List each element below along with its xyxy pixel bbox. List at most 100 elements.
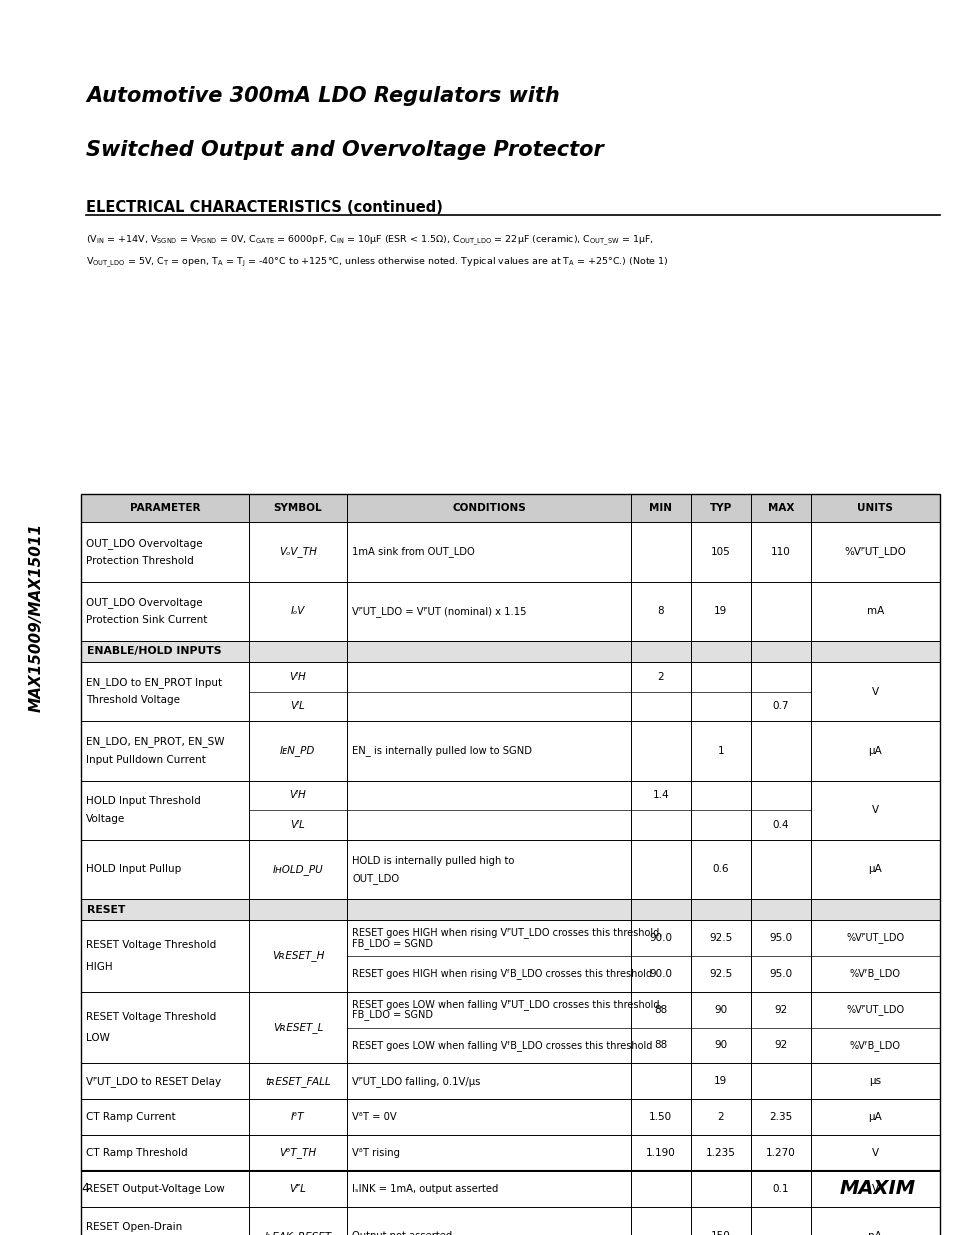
Text: Protection Threshold: Protection Threshold: [86, 556, 193, 566]
Text: 105: 105: [710, 547, 730, 557]
Text: LOW: LOW: [86, 1034, 110, 1044]
Text: VᴾUT_LDO to RESET Delay: VᴾUT_LDO to RESET Delay: [86, 1076, 221, 1087]
Text: 1: 1: [717, 746, 723, 756]
Text: EN_LDO, EN_PROT, EN_SW: EN_LDO, EN_PROT, EN_SW: [86, 736, 224, 747]
Text: VᴵL: VᴵL: [291, 820, 305, 830]
Text: HIGH: HIGH: [86, 962, 112, 972]
Text: 2.35: 2.35: [768, 1112, 792, 1123]
Text: V: V: [871, 1183, 878, 1194]
Text: OUT_LDO: OUT_LDO: [352, 873, 398, 884]
Text: RESET goes HIGH when rising VᴾUT_LDO crosses this threshold,: RESET goes HIGH when rising VᴾUT_LDO cro…: [352, 927, 661, 939]
Text: MAX: MAX: [767, 503, 793, 514]
Text: VᴾL: VᴾL: [289, 1183, 306, 1194]
Text: mA: mA: [865, 606, 883, 616]
Text: RESET Voltage Threshold: RESET Voltage Threshold: [86, 940, 216, 950]
Text: RESET Open-Drain: RESET Open-Drain: [86, 1223, 182, 1233]
Text: %VᴾUT_LDO: %VᴾUT_LDO: [843, 547, 905, 557]
Text: nA: nA: [867, 1231, 882, 1235]
Text: 92.5: 92.5: [708, 932, 732, 944]
Text: 0.6: 0.6: [712, 864, 728, 874]
Text: 92: 92: [774, 1040, 786, 1051]
Text: ELECTRICAL CHARACTERISTICS (continued): ELECTRICAL CHARACTERISTICS (continued): [86, 200, 442, 215]
Text: RESET Voltage Threshold: RESET Voltage Threshold: [86, 1011, 216, 1021]
Text: 0.4: 0.4: [772, 820, 788, 830]
Text: Voltage: Voltage: [86, 814, 125, 824]
Text: VᴵH: VᴵH: [289, 672, 306, 682]
Text: FB_LDO = SGND: FB_LDO = SGND: [352, 937, 433, 948]
Text: 1.270: 1.270: [765, 1147, 795, 1158]
Text: Protection Sink Current: Protection Sink Current: [86, 615, 207, 625]
Text: VᴾUT_LDO falling, 0.1V/μs: VᴾUT_LDO falling, 0.1V/μs: [352, 1076, 480, 1087]
Text: CT Ramp Current: CT Ramp Current: [86, 1112, 175, 1123]
Text: VᶞT_TH: VᶞT_TH: [279, 1147, 316, 1158]
Text: 150: 150: [710, 1231, 730, 1235]
Text: 1.50: 1.50: [648, 1112, 672, 1123]
Text: %VᴾUT_LDO: %VᴾUT_LDO: [845, 1004, 903, 1015]
Bar: [81, 494, 939, 522]
Text: 0.7: 0.7: [772, 701, 788, 711]
Text: VʀESET_H: VʀESET_H: [272, 951, 324, 961]
Text: IʟEAK_RESET: IʟEAK_RESET: [264, 1231, 331, 1235]
Bar: [81, 899, 939, 920]
Text: 95.0: 95.0: [768, 968, 792, 979]
Text: μA: μA: [867, 864, 882, 874]
Text: 90.0: 90.0: [648, 968, 672, 979]
Text: 90.0: 90.0: [648, 932, 672, 944]
Bar: [81, 494, 939, 1235]
Text: MIN: MIN: [648, 503, 672, 514]
Text: 8: 8: [657, 606, 663, 616]
Text: Automotive 300mA LDO Regulators with: Automotive 300mA LDO Regulators with: [86, 86, 559, 106]
Text: tʀESET_FALL: tʀESET_FALL: [265, 1076, 331, 1087]
Text: EN_LDO to EN_PROT Input: EN_LDO to EN_PROT Input: [86, 677, 222, 688]
Text: 110: 110: [770, 547, 790, 557]
Text: UNITS: UNITS: [857, 503, 892, 514]
Text: 88: 88: [654, 1040, 666, 1051]
Text: RESET goes LOW when falling VᴾUT_LDO crosses this threshold,: RESET goes LOW when falling VᴾUT_LDO cro…: [352, 999, 662, 1010]
Text: V$_\mathregular{OUT\_LDO}$ = 5V, C$_\mathregular{T}$ = open, T$_\mathregular{A}$: V$_\mathregular{OUT\_LDO}$ = 5V, C$_\mat…: [86, 256, 668, 270]
Text: VᶞT = 0V: VᶞT = 0V: [352, 1112, 396, 1123]
Text: HOLD Input Pullup: HOLD Input Pullup: [86, 864, 181, 874]
Text: IₒV: IₒV: [291, 606, 305, 616]
Text: PARAMETER: PARAMETER: [130, 503, 200, 514]
Text: VᴵL: VᴵL: [291, 701, 305, 711]
Text: HOLD Input Threshold: HOLD Input Threshold: [86, 797, 200, 806]
Text: μs: μs: [868, 1076, 881, 1087]
Text: Threshold Voltage: Threshold Voltage: [86, 695, 180, 705]
Text: 1.4: 1.4: [652, 790, 668, 800]
Text: μA: μA: [867, 746, 882, 756]
Bar: [81, 641, 939, 662]
Bar: [81, 494, 939, 1235]
Text: IᴇN_PD: IᴇN_PD: [280, 746, 315, 756]
Text: TYP: TYP: [709, 503, 731, 514]
Text: RESET: RESET: [87, 904, 125, 915]
Text: VʀESET_L: VʀESET_L: [273, 1023, 323, 1032]
Text: 1mA sink from OUT_LDO: 1mA sink from OUT_LDO: [352, 547, 475, 557]
Text: HOLD is internally pulled high to: HOLD is internally pulled high to: [352, 856, 514, 866]
Text: 1.235: 1.235: [705, 1147, 735, 1158]
Text: 2: 2: [657, 672, 663, 682]
Text: Switched Output and Overvoltage Protector: Switched Output and Overvoltage Protecto…: [86, 140, 603, 159]
Text: RESET Output-Voltage Low: RESET Output-Voltage Low: [86, 1183, 224, 1194]
Text: EN_ is internally pulled low to SGND: EN_ is internally pulled low to SGND: [352, 746, 532, 756]
Text: MAX15009/MAX15011: MAX15009/MAX15011: [29, 522, 44, 713]
Text: 19: 19: [714, 606, 726, 616]
Text: %VᶠB_LDO: %VᶠB_LDO: [849, 968, 900, 979]
Text: 92: 92: [774, 1004, 786, 1015]
Text: CONDITIONS: CONDITIONS: [452, 503, 525, 514]
Text: 0.1: 0.1: [772, 1183, 788, 1194]
Text: V: V: [871, 1147, 878, 1158]
Text: %VᶠB_LDO: %VᶠB_LDO: [849, 1040, 900, 1051]
Text: 90: 90: [714, 1040, 726, 1051]
Text: 1.190: 1.190: [645, 1147, 675, 1158]
Text: 88: 88: [654, 1004, 666, 1015]
Text: CT Ramp Threshold: CT Ramp Threshold: [86, 1147, 188, 1158]
Text: 2: 2: [717, 1112, 723, 1123]
Text: ENABLE/HOLD INPUTS: ENABLE/HOLD INPUTS: [87, 646, 221, 657]
Text: 4: 4: [81, 1182, 89, 1194]
Text: %VᴾUT_LDO: %VᴾUT_LDO: [845, 932, 903, 944]
Text: V: V: [871, 687, 878, 697]
Text: OUT_LDO Overvoltage: OUT_LDO Overvoltage: [86, 537, 202, 548]
Text: RESET goes LOW when falling VᶠB_LDO crosses this threshold: RESET goes LOW when falling VᶠB_LDO cros…: [352, 1040, 652, 1051]
Text: SYMBOL: SYMBOL: [274, 503, 322, 514]
Text: Input Pulldown Current: Input Pulldown Current: [86, 755, 206, 764]
